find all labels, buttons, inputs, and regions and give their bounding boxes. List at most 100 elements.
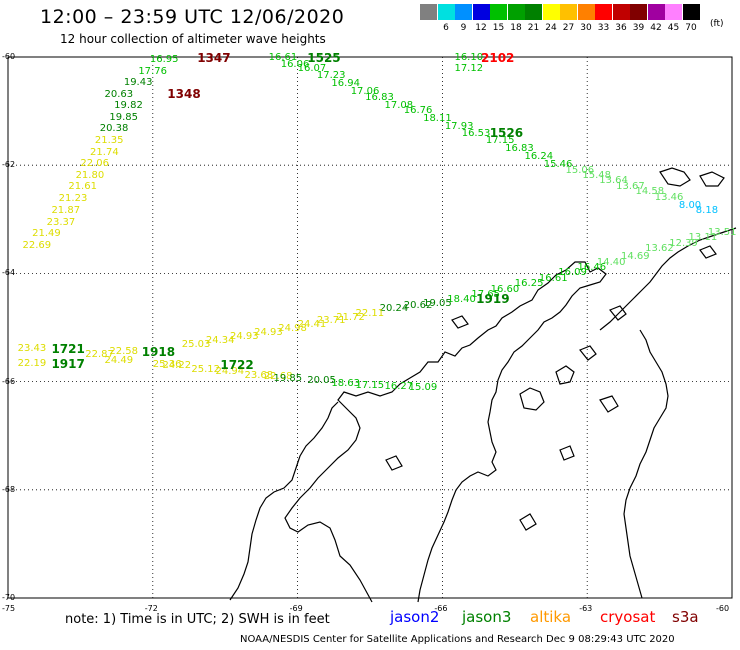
- latitude-tick-label: -68: [2, 484, 16, 494]
- wave-height-value: 23.43: [17, 343, 47, 355]
- longitude-tick-label: -60: [716, 604, 730, 613]
- wave-height-value: 24.93: [254, 326, 283, 338]
- pass-time-label: 1722: [220, 358, 254, 373]
- legend-value-label: 70: [685, 23, 697, 33]
- wave-height-value: 17.12: [454, 63, 484, 75]
- wave-height-value: 21.72: [336, 311, 365, 323]
- legend-swatch: [612, 4, 630, 20]
- pass-time-label: 1917: [51, 357, 85, 372]
- alexander-island: [229, 401, 339, 601]
- wave-height-value: 17.93: [444, 121, 474, 133]
- wave-height-value: 8.18: [695, 205, 719, 217]
- wave-height-value: 21.80: [75, 170, 105, 182]
- latitude-tick-label: -60: [2, 52, 16, 61]
- longitude-tick-label: -75: [2, 604, 16, 613]
- wave-height-value: 20.05: [307, 374, 336, 386]
- legend-value-label: 30: [580, 23, 592, 33]
- wave-height-value: 18.11: [423, 113, 452, 125]
- pass-time-label: 1919: [476, 292, 510, 307]
- pass-time-label: 1348: [167, 86, 201, 101]
- legend-swatch: [682, 4, 700, 20]
- wave-height-value: 16.53: [461, 127, 491, 139]
- wave-height-value: 20.24: [379, 302, 409, 314]
- wave-height-value: 22.06: [80, 158, 110, 170]
- wave-height-value: 22.11: [355, 307, 385, 319]
- wave-height-value: 23.37: [46, 216, 76, 228]
- wave-height-value: 17.76: [138, 65, 167, 77]
- legend-value-label: 12: [475, 23, 487, 33]
- legend-value-label: 24: [545, 23, 557, 33]
- east-coast-lower: [623, 329, 669, 599]
- pass-time-label: 1721: [51, 342, 85, 357]
- credit-line: NOAA/NESDIS Center for Satellite Applica…: [240, 634, 675, 645]
- wave-height-value: 14.69: [620, 251, 650, 263]
- latitude-tick-label: -70: [2, 593, 16, 602]
- wave-height-value: 16.25: [514, 278, 544, 290]
- legend-swatch: [630, 4, 647, 20]
- wave-height-value: 14.40: [596, 256, 626, 268]
- legend-value-label: 39: [632, 23, 645, 33]
- wave-height-value: 12.39: [669, 237, 698, 249]
- legend-swatch: [595, 4, 612, 20]
- wave-height-value: 23.68: [244, 370, 274, 382]
- satellite-jason2: jason2: [390, 608, 440, 626]
- island-9: [599, 395, 619, 413]
- wave-height-value: 21.61: [68, 181, 97, 193]
- wave-height-value: 19.05: [423, 298, 452, 310]
- satellite-cryosat: cryosat: [600, 608, 656, 626]
- legend-swatch: [665, 4, 682, 20]
- wave-height-value: 16.46: [577, 261, 607, 273]
- wave-height-value: 16.94: [331, 78, 361, 90]
- wave-height-value: 16.09: [558, 267, 587, 279]
- map-subtitle: 12 hour collection of altimeter wave hei…: [60, 32, 326, 46]
- longitude-tick-label: -66: [434, 604, 448, 613]
- satellite-altika: altika: [530, 608, 572, 626]
- island-2: [555, 365, 575, 385]
- legend-value-label: 33: [597, 23, 610, 33]
- satellite-s3a: s3a: [672, 608, 699, 626]
- legend-swatch: [647, 4, 665, 20]
- wave-height-value: 25.03: [181, 338, 211, 350]
- wave-height-value: 16.27: [384, 381, 414, 392]
- legend-swatch: [507, 4, 525, 20]
- longitude-tick-label: -69: [289, 604, 303, 613]
- wave-height-value: 16.61: [268, 52, 298, 64]
- wave-height-value: 22.58: [109, 345, 138, 357]
- coastline: [229, 167, 737, 603]
- island-10: [559, 445, 575, 461]
- island-8: [451, 315, 469, 329]
- wave-height-value: 17.23: [316, 69, 346, 81]
- wave-height-value: 15.09: [408, 382, 438, 394]
- wave-height-value: 24.41: [297, 318, 327, 330]
- legend-value-label: 6: [443, 23, 449, 33]
- island-3: [579, 345, 597, 361]
- wave-height-value: 25.12: [191, 363, 221, 375]
- map-title: 12:00 – 23:59 UTC 12/06/2020: [40, 6, 345, 28]
- wave-height-value: 8.00: [678, 199, 702, 211]
- legend-swatch: [490, 4, 507, 20]
- wave-height-value: 24.98: [278, 322, 307, 334]
- wave-height-value: 16.95: [149, 53, 179, 65]
- legend-value-label: 45: [667, 23, 680, 33]
- legend-value-label: 9: [460, 23, 467, 33]
- wave-height-value: 24.94: [215, 365, 245, 377]
- wave-height-value: 13.67: [616, 180, 645, 192]
- island-1: [519, 387, 545, 411]
- wave-height-value: 21.74: [90, 146, 119, 158]
- legend-value-label: 42: [650, 23, 662, 33]
- wave-height-value: 17.15: [355, 379, 385, 391]
- wave-height-value: 14.58: [635, 186, 665, 198]
- wave-height-value: 16.24: [524, 151, 554, 163]
- longitude-tick-label: -72: [144, 604, 158, 613]
- latitude-tick-label: -66: [2, 376, 16, 386]
- pass-time-label: 2102: [481, 51, 515, 66]
- legend-unit: (ft): [710, 19, 724, 29]
- pass-time-label: 1525: [307, 51, 341, 66]
- island-12: [385, 455, 403, 471]
- pass-time-label: 1347: [197, 51, 231, 66]
- wave-height-value: 17.65: [471, 289, 500, 301]
- wave-height-value: 22.19: [17, 358, 47, 370]
- wave-height-value: 15.46: [543, 159, 573, 171]
- island-7: [699, 171, 725, 187]
